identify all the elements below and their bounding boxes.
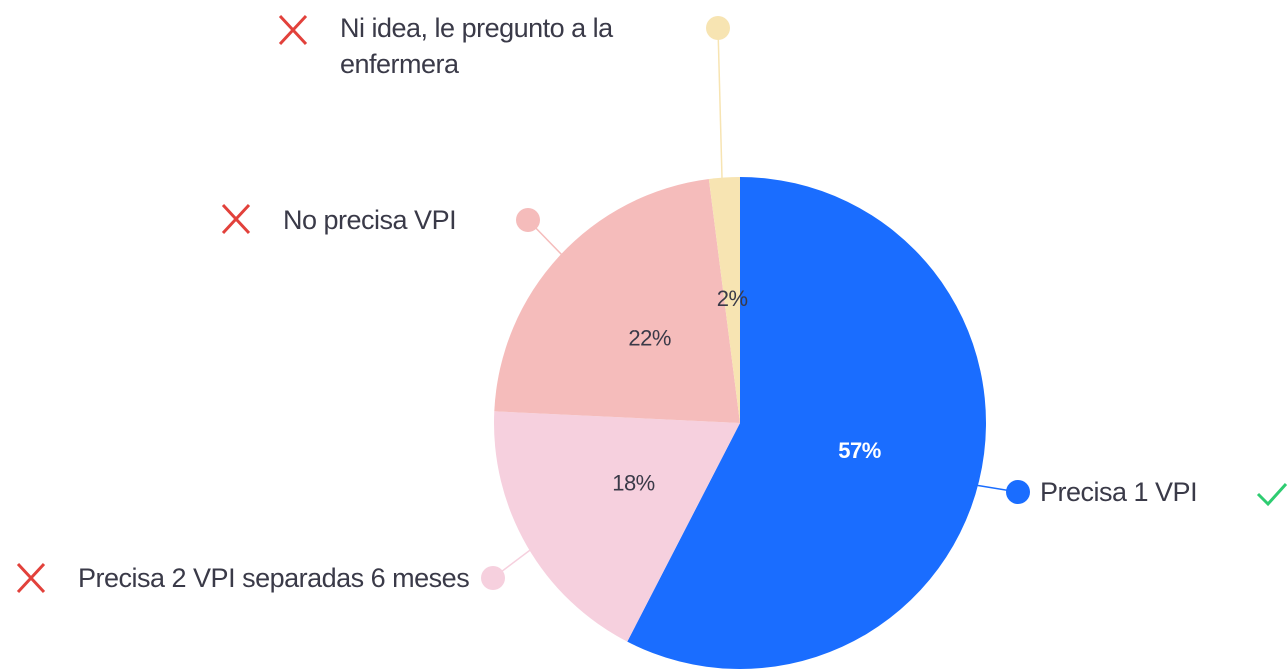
category-label: Precisa 1 VPI: [1040, 477, 1198, 507]
legend-dot: [481, 566, 505, 590]
leader-line: [717, 27, 723, 179]
pie-slice: [494, 178, 740, 423]
cross-icon: [278, 14, 308, 46]
pie-slice: [627, 177, 986, 669]
pie-slice: [494, 411, 740, 642]
cross-icon: [16, 562, 46, 594]
value-label: 2%: [717, 286, 748, 311]
legend-dot: [516, 208, 540, 232]
legend-dot: [1006, 480, 1030, 504]
legend-dot: [706, 16, 730, 40]
value-label: 22%: [628, 325, 671, 350]
check-icon: [1256, 482, 1288, 507]
value-label: 57%: [838, 438, 881, 463]
pie-slice: [708, 177, 740, 423]
leader-line: [527, 219, 636, 331]
category-label: Ni idea, le pregunto a la enfermera: [340, 13, 613, 79]
leader-line: [492, 489, 611, 579]
cross-icons: [16, 14, 308, 594]
cross-icon: [221, 203, 251, 235]
category-label: No precisa VPI: [283, 205, 457, 235]
value-label: 18%: [612, 470, 655, 495]
category-label: Precisa 2 VPI separadas 6 meses: [78, 563, 470, 593]
